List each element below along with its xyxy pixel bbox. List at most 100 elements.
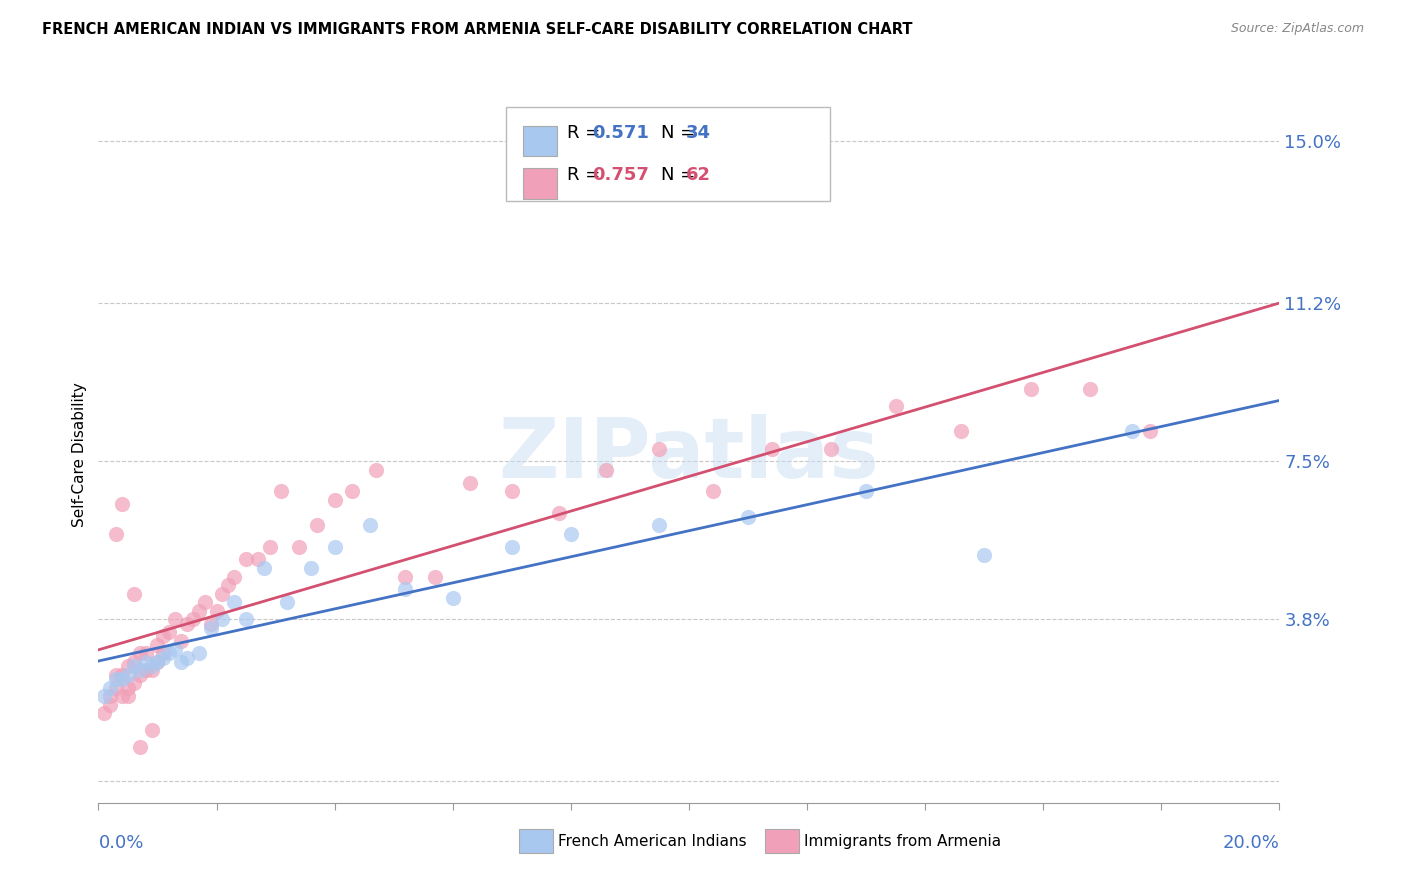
Point	[176, 650, 198, 665]
Text: French American Indians: French American Indians	[558, 834, 747, 848]
Point	[323, 492, 346, 507]
Point	[165, 642, 187, 657]
Point	[135, 647, 157, 661]
Point	[122, 655, 145, 669]
Point	[111, 667, 134, 681]
Point	[737, 509, 759, 524]
Point	[702, 484, 724, 499]
Point	[548, 506, 571, 520]
Text: N =: N =	[661, 124, 700, 142]
Point	[235, 552, 257, 566]
Point	[122, 587, 145, 601]
Point	[141, 659, 163, 673]
Point	[973, 548, 995, 562]
Text: N =: N =	[661, 166, 700, 184]
Point	[111, 672, 134, 686]
Text: 20.0%: 20.0%	[1223, 834, 1279, 852]
Point	[122, 659, 145, 673]
Point	[146, 655, 169, 669]
Point	[648, 442, 671, 456]
Point	[170, 655, 193, 669]
Point	[170, 633, 193, 648]
Point	[98, 681, 121, 695]
Text: 0.571: 0.571	[592, 124, 648, 142]
Point	[200, 616, 222, 631]
Point	[111, 497, 134, 511]
Point	[211, 587, 233, 601]
Point	[98, 698, 121, 712]
Point	[884, 399, 907, 413]
Point	[93, 706, 115, 721]
Point	[105, 672, 128, 686]
Point	[165, 612, 187, 626]
Point	[423, 569, 446, 583]
Point	[141, 723, 163, 738]
Point	[246, 552, 269, 566]
Point	[761, 442, 783, 456]
Point	[194, 595, 217, 609]
Point	[117, 689, 139, 703]
Point	[1121, 425, 1143, 439]
Point	[105, 667, 128, 681]
Point	[441, 591, 464, 605]
Point	[501, 484, 523, 499]
Point	[217, 578, 239, 592]
Point	[117, 681, 139, 695]
Point	[235, 612, 257, 626]
Point	[305, 518, 328, 533]
Point	[122, 676, 145, 690]
Point	[93, 689, 115, 703]
Point	[224, 595, 246, 609]
Point	[270, 484, 292, 499]
Text: R =: R =	[567, 166, 606, 184]
Point	[288, 540, 311, 554]
Point	[359, 518, 381, 533]
Point	[135, 655, 157, 669]
Point	[200, 621, 222, 635]
Point	[141, 664, 163, 678]
Point	[560, 527, 582, 541]
Text: 34: 34	[686, 124, 711, 142]
Point	[855, 484, 877, 499]
Point	[501, 540, 523, 554]
Point	[111, 689, 134, 703]
Point	[224, 569, 246, 583]
Point	[595, 463, 617, 477]
Point	[276, 595, 298, 609]
Point	[117, 659, 139, 673]
Point	[364, 463, 387, 477]
Point	[299, 561, 322, 575]
Point	[1080, 382, 1102, 396]
Point	[394, 582, 416, 597]
Point	[1139, 425, 1161, 439]
Point	[187, 604, 209, 618]
Point	[820, 442, 842, 456]
Point	[176, 616, 198, 631]
Point	[205, 604, 228, 618]
Point	[259, 540, 281, 554]
Point	[460, 475, 482, 490]
Point	[152, 647, 174, 661]
Point	[187, 647, 209, 661]
Point	[117, 667, 139, 681]
Point	[157, 625, 180, 640]
Text: 0.757: 0.757	[592, 166, 648, 184]
Point	[1021, 382, 1043, 396]
Point	[152, 650, 174, 665]
Text: ZIPatlas: ZIPatlas	[499, 415, 879, 495]
Point	[98, 689, 121, 703]
Point	[128, 664, 150, 678]
Point	[146, 655, 169, 669]
Point	[394, 569, 416, 583]
Point	[105, 681, 128, 695]
Text: 62: 62	[686, 166, 711, 184]
Point	[648, 518, 671, 533]
Point	[128, 740, 150, 755]
Point	[949, 425, 972, 439]
Text: Immigrants from Armenia: Immigrants from Armenia	[804, 834, 1001, 848]
Point	[105, 527, 128, 541]
Point	[253, 561, 276, 575]
Y-axis label: Self-Care Disability: Self-Care Disability	[72, 383, 87, 527]
Point	[152, 629, 174, 643]
Point	[211, 612, 233, 626]
